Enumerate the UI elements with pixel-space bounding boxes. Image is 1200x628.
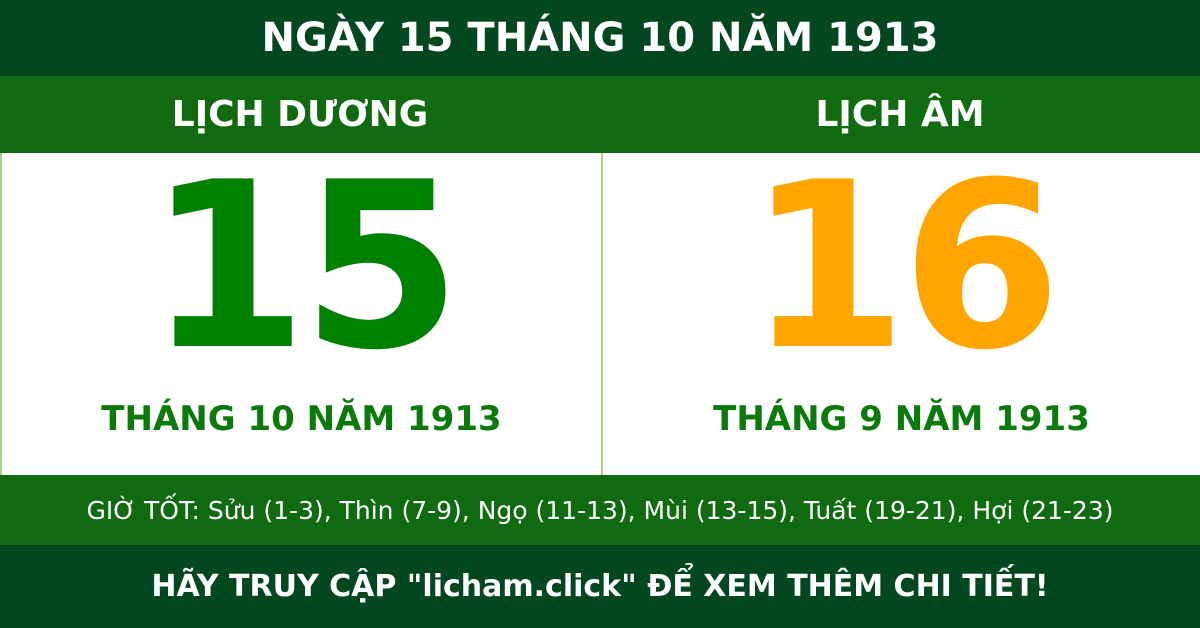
- lunar-day: 16: [747, 134, 1061, 401]
- page-title: NGÀY 15 THÁNG 10 NĂM 1913: [0, 0, 1200, 76]
- footer-cta: HÃY TRUY CẬP "licham.click" ĐỂ XEM THÊM …: [0, 545, 1200, 628]
- solar-label: LỊCH DƯƠNG: [171, 94, 429, 135]
- lunar-month-year: THÁNG 9 NĂM 1913: [713, 399, 1090, 439]
- calendar-body: 15 THÁNG 10 NĂM 1913 16 THÁNG 9 NĂM 1913: [0, 153, 1200, 475]
- solar-day: 15: [147, 134, 461, 401]
- solar-month-year: THÁNG 10 NĂM 1913: [101, 399, 502, 439]
- calendar-headers: LỊCH DƯƠNG LỊCH ÂM: [0, 76, 1200, 153]
- lunar-column: 16 THÁNG 9 NĂM 1913: [601, 153, 1200, 475]
- good-hours: GIỜ TỐT: Sửu (1-3), Thìn (7-9), Ngọ (11-…: [0, 475, 1200, 545]
- solar-column: 15 THÁNG 10 NĂM 1913: [2, 153, 601, 475]
- lunar-label: LỊCH ÂM: [815, 94, 985, 135]
